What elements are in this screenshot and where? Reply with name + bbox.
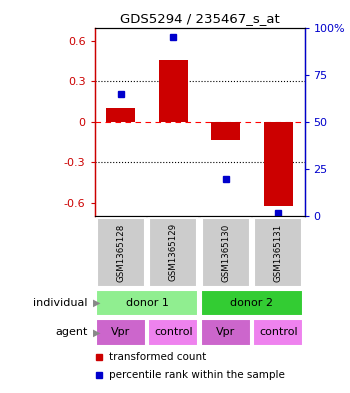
Title: GDS5294 / 235467_s_at: GDS5294 / 235467_s_at [120, 12, 279, 25]
Bar [201, 319, 251, 346]
Bar [148, 319, 198, 346]
Text: transformed count: transformed count [109, 352, 206, 362]
Text: ▶: ▶ [93, 327, 100, 337]
Text: donor 2: donor 2 [231, 298, 273, 308]
Bar [211, 122, 240, 140]
Text: GSM1365128: GSM1365128 [116, 223, 125, 281]
Text: GSM1365131: GSM1365131 [274, 223, 283, 281]
Bar [96, 319, 146, 346]
Bar [264, 122, 293, 206]
Text: ▶: ▶ [93, 298, 100, 308]
Text: donor 1: donor 1 [126, 298, 168, 308]
Text: Vpr: Vpr [216, 327, 235, 337]
Bar [106, 108, 135, 122]
Bar [159, 60, 188, 122]
Text: control: control [154, 327, 192, 337]
Text: control: control [259, 327, 298, 337]
Text: GSM1365130: GSM1365130 [221, 223, 230, 281]
Bar [96, 290, 198, 316]
Bar [97, 218, 145, 287]
Bar [149, 218, 197, 287]
Bar [201, 290, 303, 316]
Text: GSM1365129: GSM1365129 [169, 223, 178, 281]
Text: percentile rank within the sample: percentile rank within the sample [109, 370, 285, 380]
Bar [254, 218, 302, 287]
Text: Vpr: Vpr [111, 327, 130, 337]
Text: individual: individual [33, 298, 88, 308]
Text: agent: agent [55, 327, 88, 337]
Bar [253, 319, 303, 346]
Bar [202, 218, 250, 287]
